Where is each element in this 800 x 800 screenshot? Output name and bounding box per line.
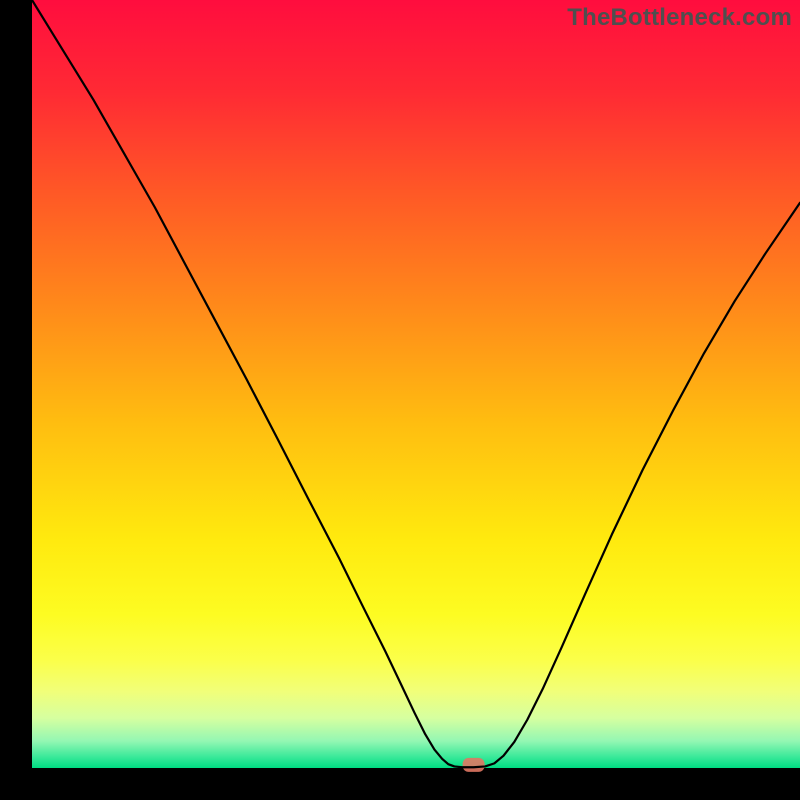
optimal-marker-pill: [463, 758, 485, 772]
watermark-text: TheBottleneck.com: [567, 4, 792, 32]
optimal-marker: [463, 758, 485, 772]
bottleneck-chart: [0, 0, 800, 800]
chart-container: TheBottleneck.com: [0, 0, 800, 800]
gradient-background: [32, 0, 800, 768]
